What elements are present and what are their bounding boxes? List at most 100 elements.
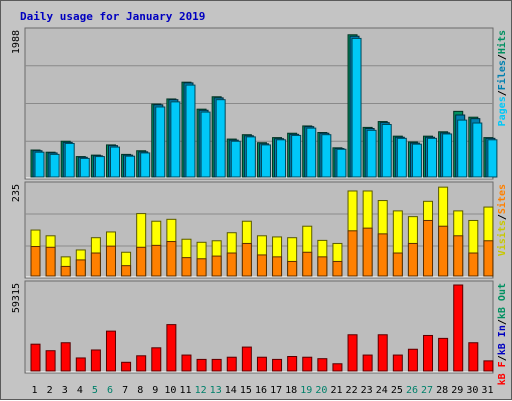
x-tick-label: 14 <box>225 385 237 396</box>
bar-kb-f <box>136 355 147 372</box>
bar-sites <box>105 245 116 277</box>
bar-pages <box>245 136 256 178</box>
bar-pages <box>351 37 362 178</box>
bar-pages <box>109 146 120 178</box>
bar-kb-f <box>256 356 267 372</box>
bar-kb-f <box>332 363 343 372</box>
bar-pages <box>276 139 287 178</box>
bar-sites <box>377 233 388 277</box>
bar-kb-f <box>483 360 494 372</box>
bar-kb-f <box>121 361 132 372</box>
legend-entry: Pages <box>497 96 508 126</box>
bar-sites <box>75 259 86 277</box>
bar-sites <box>45 246 56 277</box>
bar-pages <box>487 139 498 178</box>
legend-entry: / <box>497 319 508 325</box>
bar-pages <box>215 99 226 178</box>
bar-kb-f <box>196 358 207 372</box>
bar-kb-f <box>347 334 358 372</box>
x-tick-label: 19 <box>300 385 312 396</box>
x-tick-label: 15 <box>240 385 252 396</box>
y-max-label: 59315 <box>11 283 22 313</box>
x-tick-label: 6 <box>107 385 113 396</box>
bar-sites <box>30 246 41 277</box>
legend-label: Visits/Sites <box>496 184 508 256</box>
bar-kb-f <box>287 356 298 372</box>
bar-kb-f <box>362 354 373 372</box>
bar-pages <box>79 157 90 178</box>
bar-pages <box>155 106 166 178</box>
bar-sites <box>272 256 283 277</box>
bar-sites <box>136 246 147 277</box>
bar-pages <box>185 84 196 178</box>
bar-pages <box>260 144 271 178</box>
bar-sites <box>166 241 177 277</box>
y-max-label: 1988 <box>11 30 22 54</box>
bar-pages <box>140 152 151 178</box>
legend-entry: Hits <box>496 30 508 54</box>
x-tick-label: 4 <box>77 385 83 396</box>
bar-kb-f <box>60 342 71 372</box>
bar-sites <box>287 260 298 277</box>
bar-sites <box>483 240 494 277</box>
bar-pages <box>94 156 105 178</box>
bar-sites <box>226 252 237 277</box>
x-tick-label: 10 <box>164 385 176 396</box>
bar-sites <box>317 256 328 277</box>
x-tick-label: 22 <box>346 385 358 396</box>
bar-kb-f <box>377 334 388 372</box>
legend-entry: / <box>497 355 508 361</box>
bar-kb-f <box>45 350 56 372</box>
x-tick-label: 13 <box>210 385 222 396</box>
bar-pages <box>321 134 332 178</box>
bar-sites <box>423 219 434 277</box>
chart-title: Daily usage for January 2019 <box>20 10 205 23</box>
bar-sites <box>241 242 252 277</box>
bar-kb-f <box>226 356 237 372</box>
x-tick-label: 28 <box>436 385 448 396</box>
legend-entry: Visits <box>496 220 508 256</box>
bar-kb-f <box>302 356 313 372</box>
legend-entry: / <box>497 54 508 60</box>
bar-pages <box>381 123 392 178</box>
bar-kb-f <box>423 334 434 372</box>
x-tick-label: 23 <box>361 385 373 396</box>
bar-sites <box>121 265 132 277</box>
bar-sites <box>151 244 162 277</box>
x-tick-label: 17 <box>270 385 282 396</box>
x-tick-label: 25 <box>391 385 403 396</box>
legend-entry: kB In <box>497 325 508 355</box>
x-tick-label: 24 <box>376 385 388 396</box>
bar-pages <box>396 137 407 178</box>
x-tick-label: 1 <box>32 385 38 396</box>
bar-sites <box>90 252 101 277</box>
bar-sites <box>407 242 418 277</box>
bar-pages <box>457 119 468 178</box>
legend-label: kB F/kB In/kB Out <box>497 283 508 385</box>
bar-pages <box>411 143 422 178</box>
bar-kb-f <box>438 337 449 372</box>
legend-entry: Files <box>496 60 508 90</box>
bar-pages <box>34 151 45 178</box>
legend-entry: kB Out <box>497 283 508 319</box>
bar-sites <box>60 265 71 277</box>
x-tick-label: 9 <box>152 385 158 396</box>
bar-pages <box>366 129 377 178</box>
bar-kb-f <box>392 354 403 372</box>
bar-pages <box>170 101 181 178</box>
bar-pages <box>472 122 483 178</box>
x-tick-label: 27 <box>421 385 433 396</box>
x-tick-label: 5 <box>92 385 98 396</box>
bar-pages <box>200 111 211 178</box>
bar-kb-f <box>317 358 328 372</box>
x-tick-label: 30 <box>466 385 478 396</box>
bar-sites <box>438 225 449 277</box>
bar-sites <box>256 254 267 277</box>
bar-pages <box>442 133 453 178</box>
x-tick-label: 21 <box>330 385 342 396</box>
bar-pages <box>49 153 60 178</box>
bar-sites <box>181 257 192 277</box>
legend-entry: kB F <box>497 361 508 385</box>
